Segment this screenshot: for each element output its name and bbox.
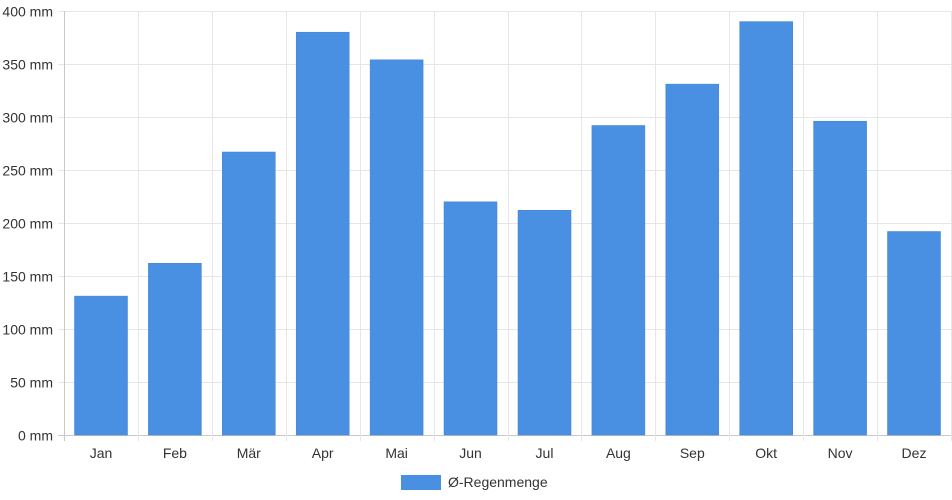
- x-tick-label: Aug: [606, 445, 631, 461]
- bar-mai[interactable]: [369, 59, 424, 436]
- bar-jun[interactable]: [443, 201, 498, 436]
- legend-swatch[interactable]: [401, 475, 441, 490]
- x-tick-label: Jan: [90, 445, 113, 461]
- y-tick-label: 150 mm: [2, 269, 53, 285]
- y-tick-label: 300 mm: [2, 110, 53, 126]
- x-tick-label: Okt: [755, 445, 777, 461]
- y-tick-label: 250 mm: [2, 163, 53, 179]
- bar-jul[interactable]: [517, 210, 572, 436]
- bar-mär[interactable]: [222, 151, 276, 436]
- bar-okt[interactable]: [739, 21, 793, 436]
- bar-feb[interactable]: [148, 263, 202, 436]
- x-tick-label: Mai: [385, 445, 408, 461]
- x-tick-label: Dez: [902, 445, 927, 461]
- legend-label[interactable]: Ø-Regenmenge: [448, 474, 548, 490]
- bars-layer: [74, 21, 941, 436]
- axis-layer: 0 mm 50 mm 100 mm 150 mm 200 mm 250 mm 300 mm 3…: [2, 4, 926, 462]
- x-tick-label: Mär: [237, 445, 261, 461]
- x-tick-label: Feb: [163, 445, 187, 461]
- y-tick-label: 200 mm: [2, 216, 53, 232]
- bar-aug[interactable]: [591, 125, 646, 436]
- bar-apr[interactable]: [295, 31, 350, 436]
- legend[interactable]: Ø-Regenmenge: [401, 474, 548, 490]
- bar-jan[interactable]: [74, 295, 128, 436]
- x-tick-label: Nov: [828, 445, 853, 461]
- x-tick-label: Jun: [459, 445, 482, 461]
- y-tick-label: 350 mm: [2, 57, 53, 73]
- y-tick-label: 50 mm: [10, 375, 53, 391]
- x-tick-label: Apr: [312, 445, 334, 461]
- y-tick-label: 0 mm: [18, 428, 53, 444]
- x-tick-label: Jul: [536, 445, 554, 461]
- bar-dez[interactable]: [887, 231, 941, 436]
- y-tick-label: 400 mm: [2, 4, 53, 20]
- bar-sep[interactable]: [665, 83, 720, 436]
- x-tick-label: Sep: [680, 445, 705, 461]
- y-tick-label: 100 mm: [2, 322, 53, 338]
- bar-nov[interactable]: [813, 120, 867, 436]
